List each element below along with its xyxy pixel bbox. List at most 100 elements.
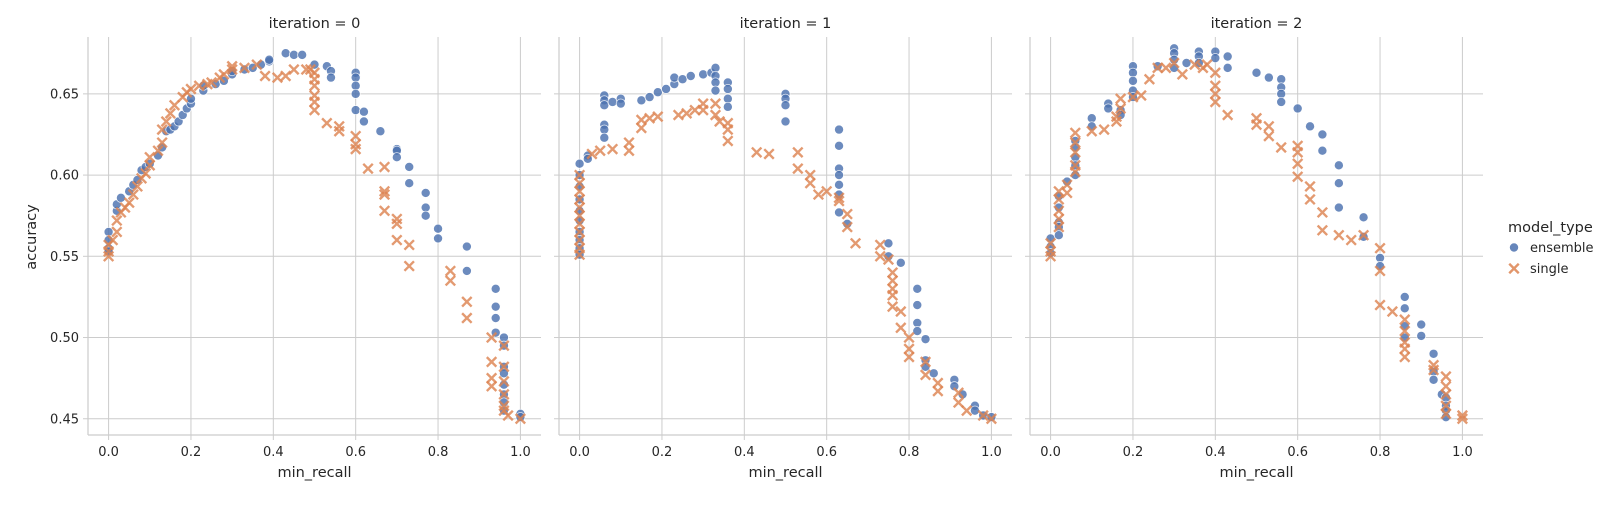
data-point-single (874, 250, 886, 262)
data-point-single (643, 112, 656, 124)
data-point-single (498, 361, 510, 373)
data-point-single (1250, 119, 1263, 131)
data-point-single (573, 226, 586, 238)
data-point-single (586, 148, 598, 160)
data-point-single (403, 260, 415, 272)
data-point-single (156, 123, 168, 136)
data-point-single (841, 208, 853, 220)
data-point-single (378, 205, 391, 217)
data-point-single (259, 70, 271, 82)
panel-iteration-1: 0.0 0.2 0.4 0.6 0.8 1.0 iteration = 1 min_recal… (554, 16, 1012, 481)
data-point-single (498, 340, 510, 352)
data-point-ensemble (834, 179, 845, 190)
data-point-single (1176, 68, 1188, 80)
data-point-ensemble (652, 87, 663, 98)
data-point-single (895, 305, 907, 318)
data-point-single (1061, 179, 1073, 191)
data-point-single (391, 234, 403, 246)
data-point-ensemble (912, 326, 923, 337)
data-point-ensemble (1399, 291, 1410, 302)
data-point-single (1069, 166, 1081, 178)
data-point-ensemble (607, 96, 618, 107)
data-point-single (886, 275, 899, 287)
data-point-single (623, 136, 635, 149)
data-point-single (1201, 59, 1213, 71)
data-point-single (903, 351, 915, 363)
data-point-single (1374, 299, 1386, 311)
data-point-single (573, 201, 586, 214)
data-point-ensemble (288, 49, 299, 60)
data-point-ensemble (404, 161, 415, 172)
data-point-single (681, 107, 693, 119)
data-point-single (1275, 141, 1287, 154)
data-point-single (1098, 123, 1110, 136)
data-point-ensemble (1292, 103, 1303, 114)
data-point-single (1345, 234, 1357, 246)
data-point-ensemble (297, 49, 308, 60)
x-tick-label: 0.2 (1123, 445, 1144, 460)
data-point-single (882, 253, 895, 266)
data-point-single (1160, 62, 1172, 74)
data-point-single (1044, 250, 1057, 262)
data-point-single (961, 405, 973, 417)
x-tick-label: 1.0 (981, 445, 1002, 460)
data-point-single (722, 135, 734, 147)
data-point-ensemble (1222, 51, 1233, 62)
data-point-single (812, 188, 825, 201)
data-point-single (127, 188, 139, 201)
data-point-single (1053, 185, 1065, 197)
data-point-single (1333, 229, 1345, 241)
data-point-single (485, 331, 498, 344)
data-point-single (444, 275, 457, 287)
data-point-single (378, 161, 391, 173)
data-point-ensemble (669, 72, 680, 83)
data-point-single (333, 125, 345, 137)
data-point-single (952, 387, 965, 399)
data-point-single (985, 413, 998, 425)
data-point-single (952, 396, 965, 409)
data-point-ensemble (834, 207, 845, 218)
data-point-single (321, 117, 333, 129)
x-tick-label: 0.2 (181, 445, 202, 460)
data-point-single (168, 99, 181, 111)
series-single (1044, 57, 1469, 425)
data-point-single (1374, 242, 1386, 254)
y-axis-label: accuracy (24, 204, 40, 270)
data-point-ensemble (599, 100, 610, 111)
data-point-ensemble (780, 100, 791, 111)
data-point-single (804, 169, 816, 181)
data-point-single (1222, 109, 1234, 121)
data-point-single (573, 177, 586, 189)
data-point-single (485, 356, 498, 368)
data-point-single (1386, 305, 1399, 318)
data-point-single (1304, 180, 1316, 193)
x-axis-label: min_recall (277, 465, 351, 481)
x-tick-label: 0.8 (1370, 445, 1391, 460)
data-point-single (205, 76, 218, 89)
data-point-ensemble (1333, 160, 1344, 171)
x-tick-label: 0.4 (1205, 445, 1226, 460)
data-point-single (1440, 388, 1452, 400)
data-point-single (833, 195, 845, 207)
data-point-ensemble (433, 233, 444, 244)
data-point-ensemble (644, 92, 655, 103)
data-point-single (1304, 193, 1316, 206)
data-point-ensemble (895, 257, 906, 268)
data-point-single (573, 210, 586, 222)
data-point-single (444, 265, 457, 277)
data-point-ensemble (490, 283, 501, 294)
data-point-single (1357, 229, 1370, 241)
data-point-ensemble (264, 54, 275, 65)
data-point-single (1127, 91, 1139, 103)
data-point-single (1110, 110, 1123, 123)
data-point-single (144, 159, 156, 171)
data-point-single (514, 413, 527, 425)
data-point-single (461, 312, 473, 324)
data-point-ensemble (1276, 96, 1287, 107)
data-point-single (792, 146, 804, 158)
data-point-single (1053, 193, 1065, 206)
panel-iteration-2: 0.0 0.2 0.4 0.6 0.8 1.0 iteration = 2 min_recal… (1025, 16, 1483, 481)
data-point-single (111, 214, 123, 227)
data-point-single (635, 114, 647, 126)
